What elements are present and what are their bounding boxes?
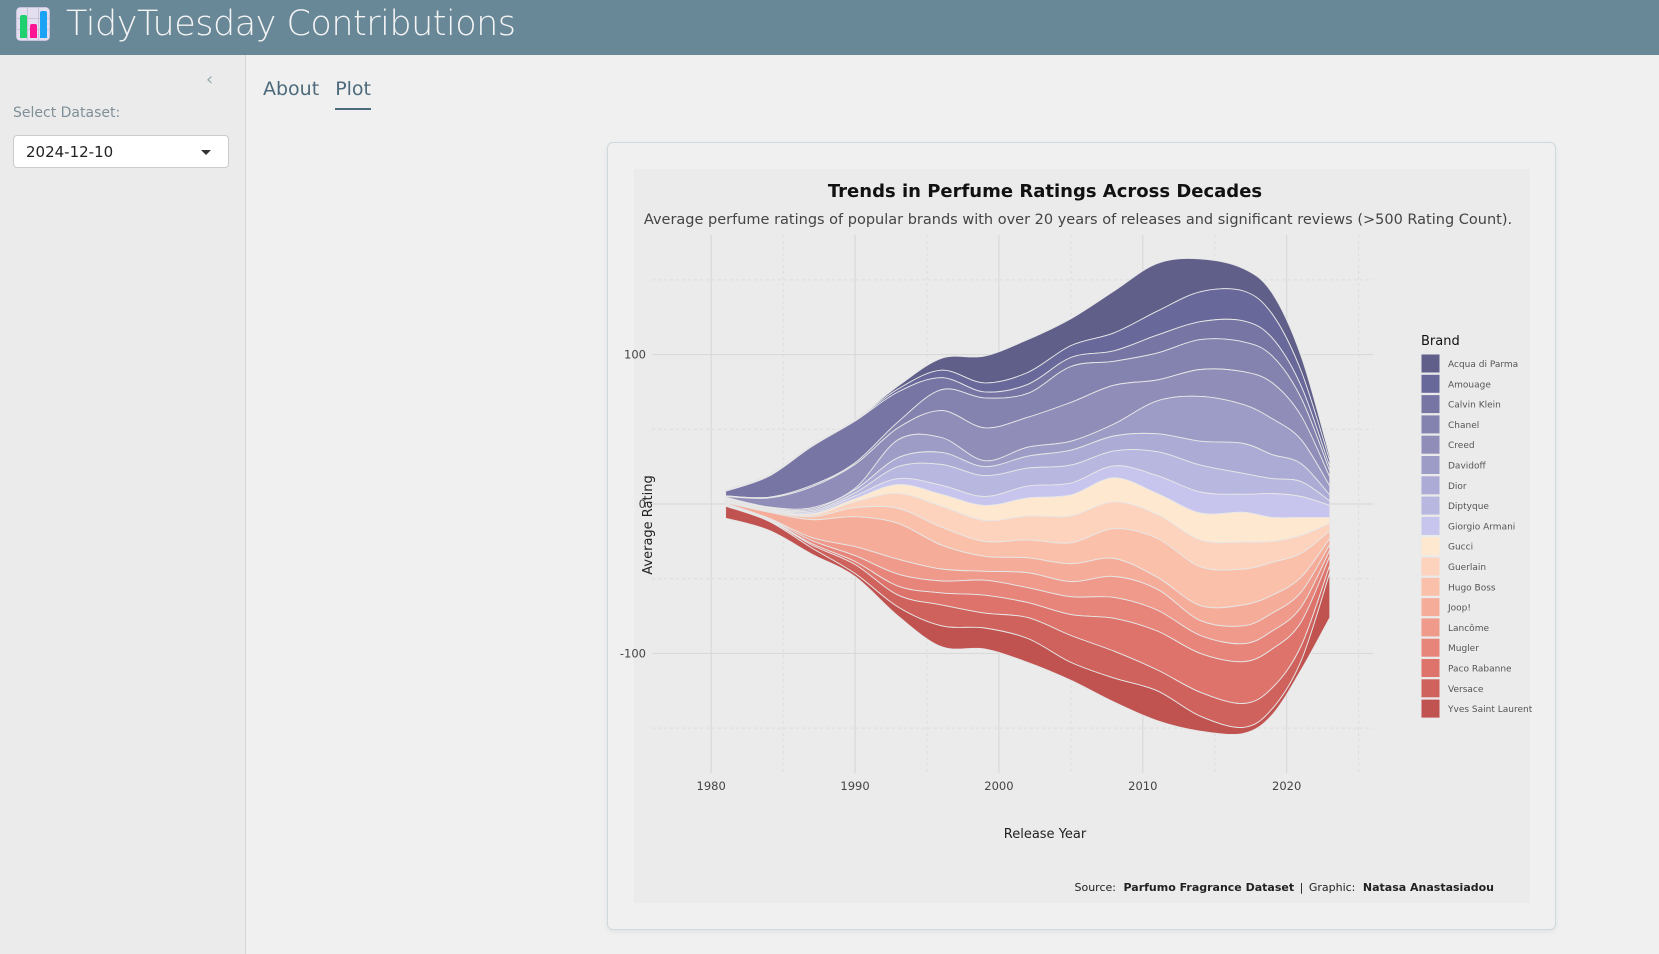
chart-caption: Source: Parfumo Fragrance Dataset | Grap… [1075,881,1495,894]
legend: Brand Acqua di Parma Amouage Calvin Klein C… [1420,334,1533,719]
caption-source: Parfumo Fragrance Dataset [1124,881,1295,894]
legend-label: Hugo Boss [1448,583,1496,593]
legend-swatch [1420,475,1441,496]
legend-swatch [1420,414,1441,435]
select-dataset-label: Select Dataset: [13,105,121,121]
stream-layers [725,258,1331,735]
legend-swatch [1420,495,1441,516]
legend-item-gucci: Gucci [1420,536,1473,557]
legend-item-acqua-di-parma: Acqua di Parma [1420,353,1518,374]
x-tick-label: 2020 [1272,779,1301,793]
legend-label: Diptyque [1448,502,1489,512]
caret-down-icon [201,150,211,155]
x-tick-label: 1980 [697,779,726,793]
legend-label: Davidoff [1448,462,1486,472]
legend-item-diptyque: Diptyque [1420,495,1489,516]
tab-plot[interactable]: Plot [335,78,371,110]
legend-label: Joop! [1447,604,1471,614]
legend-item-giorgio-armani: Giorgio Armani [1420,515,1515,536]
dataset-select-value: 2024-12-10 [26,143,114,161]
y-axis-label: Average Rating [641,475,656,574]
dataset-select[interactable]: 2024-12-10 [13,135,229,168]
legend-swatch [1420,597,1441,618]
caption-source-label: Source: [1075,881,1117,894]
legend-item-mugler: Mugler [1420,637,1479,658]
legend-item-versace: Versace [1420,678,1484,699]
legend-swatch [1420,536,1441,557]
caption-graphic-label: Graphic: [1309,881,1356,894]
chart-subtitle: Average perfume ratings of popular brand… [644,212,1512,228]
x-tick-label: 2010 [1128,779,1157,793]
legend-swatch [1420,617,1441,638]
legend-label: Versace [1448,685,1484,695]
legend-swatch [1420,515,1441,536]
legend-item-lancome: Lancôme [1420,617,1489,638]
legend-item-calvin-klein: Calvin Klein [1420,394,1501,415]
legend-label: Creed [1448,441,1475,451]
legend-swatch [1420,455,1441,475]
legend-swatch [1420,394,1441,415]
legend-item-davidoff: Davidoff [1420,455,1486,475]
legend-label: Yves Saint Laurent [1447,705,1533,715]
legend-label: Guerlain [1448,563,1486,573]
legend-swatch [1420,556,1441,577]
legend-label: Acqua di Parma [1448,360,1518,370]
legend-item-paco-rabanne: Paco Rabanne [1420,658,1512,678]
legend-label: Gucci [1448,543,1473,553]
bar-chart-icon [16,7,50,41]
tab-about[interactable]: About [263,78,320,100]
streamgraph-chart: 1980 1990 2000 2010 2020 100 0 -100 Trends in P… [620,181,1533,894]
x-tick-label: 1990 [840,779,869,793]
x-tick-label: 2000 [984,779,1013,793]
sidebar: ‹ Select Dataset: 2024-12-10 [0,55,246,954]
legend-item-creed: Creed [1420,434,1475,455]
tab-bar: About Plot [263,78,371,110]
legend-swatch [1420,678,1441,699]
chart-title: Trends in Perfume Ratings Across Decades [828,181,1262,202]
legend-swatch [1420,373,1441,394]
x-axis-label: Release Year [1004,827,1087,842]
legend-item-hugo-boss: Hugo Boss [1420,576,1496,597]
legend-item-yves-saint-laurent: Yves Saint Laurent [1420,698,1533,719]
legend-item-amouage: Amouage [1420,373,1491,394]
legend-label: Chanel [1448,421,1479,431]
plot-card: 1980 1990 2000 2010 2020 100 0 -100 Trends in P… [607,142,1556,930]
y-tick-label: -100 [620,646,646,660]
legend-swatch [1420,353,1441,374]
legend-swatch [1420,698,1441,719]
legend-label: Calvin Klein [1448,401,1501,411]
stream-yves-saint-laurent [725,505,1331,735]
navbar: TidyTuesday Contributions [0,0,1659,55]
legend-title: Brand [1421,334,1460,349]
y-tick-label: 0 [639,497,646,511]
legend-label: Paco Rabanne [1448,665,1512,675]
chevron-left-icon[interactable]: ‹ [206,69,214,90]
legend-swatch [1420,576,1441,597]
axes: 1980 1990 2000 2010 2020 100 0 -100 [620,348,1301,793]
legend-swatch [1420,434,1441,455]
app-title: TidyTuesday Contributions [66,4,516,44]
legend-label: Giorgio Armani [1448,522,1515,532]
y-tick-label: 100 [624,348,646,362]
legend-label: Lancôme [1448,623,1489,634]
legend-swatch [1420,658,1441,678]
legend-label: Dior [1448,482,1467,492]
legend-item-joop: Joop! [1420,597,1471,618]
legend-item-chanel: Chanel [1420,414,1479,435]
legend-item-guerlain: Guerlain [1420,556,1486,577]
caption-separator: | [1300,881,1304,894]
legend-item-dior: Dior [1420,475,1467,496]
legend-label: Amouage [1448,380,1491,390]
legend-label: Mugler [1448,644,1479,654]
caption-author: Natasa Anastasiadou [1363,881,1494,894]
legend-swatch [1420,637,1441,658]
